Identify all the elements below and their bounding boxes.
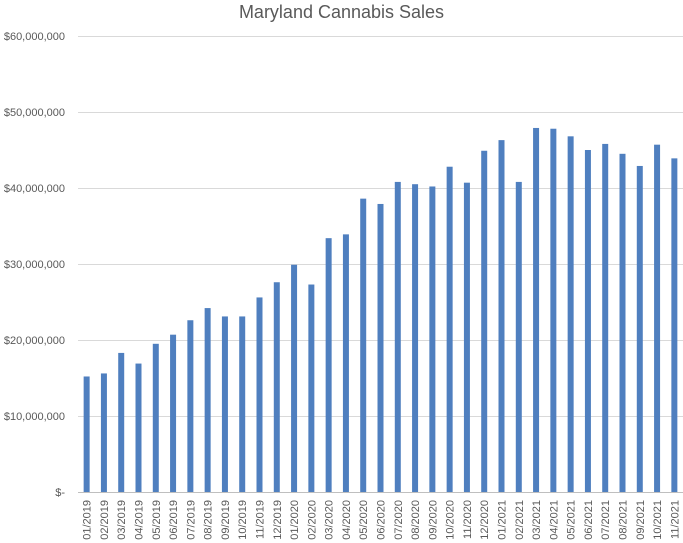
x-tick-label: 08/2020: [410, 500, 422, 540]
x-tick-label: 05/2020: [358, 500, 370, 540]
bar-02-2019: [100, 373, 107, 492]
x-tick-label: 07/2021: [600, 500, 612, 540]
bar-11-2021: [671, 158, 678, 493]
bar-06-2021: [584, 150, 591, 492]
bar-08-2020: [412, 184, 419, 492]
bar-02-2021: [515, 181, 522, 493]
y-tick-label: $40,000,000: [4, 183, 65, 195]
bars: [83, 127, 678, 493]
x-tick-label: 12/2020: [479, 500, 491, 540]
x-tick-label: 10/2020: [445, 500, 457, 540]
x-tick-label: 05/2019: [151, 500, 163, 540]
bar-09-2020: [429, 186, 436, 493]
x-tick-label: 03/2020: [324, 500, 336, 540]
x-tick-label: 07/2019: [185, 500, 197, 540]
x-tick-label: 08/2019: [203, 500, 215, 540]
bar-05-2019: [152, 343, 159, 492]
bar-10-2019: [239, 316, 246, 492]
x-tick-label: 06/2021: [583, 500, 595, 540]
bar-09-2019: [221, 316, 228, 492]
x-tick-label: 01/2021: [497, 500, 509, 540]
x-axis-tick-labels: 01/2019 02/2019 03/2019 04/2019 05/2019 06/20…: [82, 500, 682, 540]
x-tick-label: 06/2020: [376, 500, 388, 540]
bar-08-2021: [619, 153, 626, 493]
bar-04-2020: [342, 234, 349, 493]
x-tick-label: 11/2021: [669, 500, 681, 539]
bar-11-2019: [256, 297, 263, 492]
x-tick-label: 03/2019: [116, 500, 128, 540]
bar-07-2019: [187, 320, 194, 492]
x-tick-label: 09/2021: [635, 500, 647, 540]
bar-09-2021: [636, 165, 643, 492]
x-tick-label: 04/2019: [134, 500, 146, 540]
bar-12-2020: [481, 150, 488, 492]
bar-05-2021: [567, 136, 574, 492]
x-tick-label: 07/2020: [393, 500, 405, 540]
bar-01-2019: [83, 376, 90, 492]
y-tick-label: $50,000,000: [4, 107, 65, 119]
x-tick-label: 04/2020: [341, 500, 353, 540]
x-tick-label: 09/2019: [220, 500, 232, 540]
bar-01-2020: [291, 264, 298, 492]
bar-03-2020: [325, 238, 332, 492]
x-tick-label: 01/2020: [289, 500, 301, 540]
x-tick-label: 02/2019: [99, 500, 111, 540]
y-tick-label: $60,000,000: [4, 31, 65, 43]
y-tick-label: $30,000,000: [4, 259, 65, 271]
bar-12-2019: [273, 282, 280, 492]
bar-07-2020: [394, 181, 401, 493]
x-tick-label: 05/2021: [566, 500, 578, 540]
bar-03-2019: [118, 352, 125, 492]
bar-06-2020: [377, 203, 384, 492]
bar-07-2021: [602, 143, 609, 493]
x-tick-label: 10/2019: [237, 500, 249, 540]
x-tick-label: 11/2019: [255, 500, 267, 539]
bar-05-2020: [360, 198, 367, 492]
x-tick-label: 02/2021: [514, 500, 526, 540]
bar-10-2020: [446, 166, 453, 492]
x-tick-label: 04/2021: [548, 500, 560, 540]
bar-08-2019: [204, 308, 211, 492]
x-tick-label: 11/2020: [462, 500, 474, 539]
x-tick-label: 02/2020: [306, 500, 318, 540]
bar-04-2019: [135, 363, 142, 492]
x-tick-label: 01/2019: [82, 500, 94, 540]
x-tick-label: 03/2021: [531, 500, 543, 540]
chart-title: Maryland Cannabis Sales: [238, 2, 445, 22]
bar-03-2021: [533, 127, 540, 493]
bar-10-2021: [654, 144, 661, 492]
bar-02-2020: [308, 284, 315, 492]
y-tick-label: $10,000,000: [4, 411, 65, 423]
x-tick-label: 12/2019: [272, 500, 284, 540]
y-axis-tick-labels: $- $10,000,000 $20,000,000 $30,000,000 $40,0…: [4, 31, 66, 499]
bar-04-2021: [550, 128, 557, 492]
bar-11-2020: [463, 182, 470, 492]
x-tick-label: 09/2020: [427, 500, 439, 540]
bar-01-2021: [498, 140, 505, 492]
x-tick-label: 06/2019: [168, 500, 180, 540]
y-tick-label: $-: [55, 487, 65, 499]
x-tick-label: 08/2021: [618, 500, 630, 540]
x-tick-label: 10/2021: [652, 500, 664, 540]
bar-06-2019: [170, 334, 177, 492]
y-tick-label: $20,000,000: [4, 335, 65, 347]
